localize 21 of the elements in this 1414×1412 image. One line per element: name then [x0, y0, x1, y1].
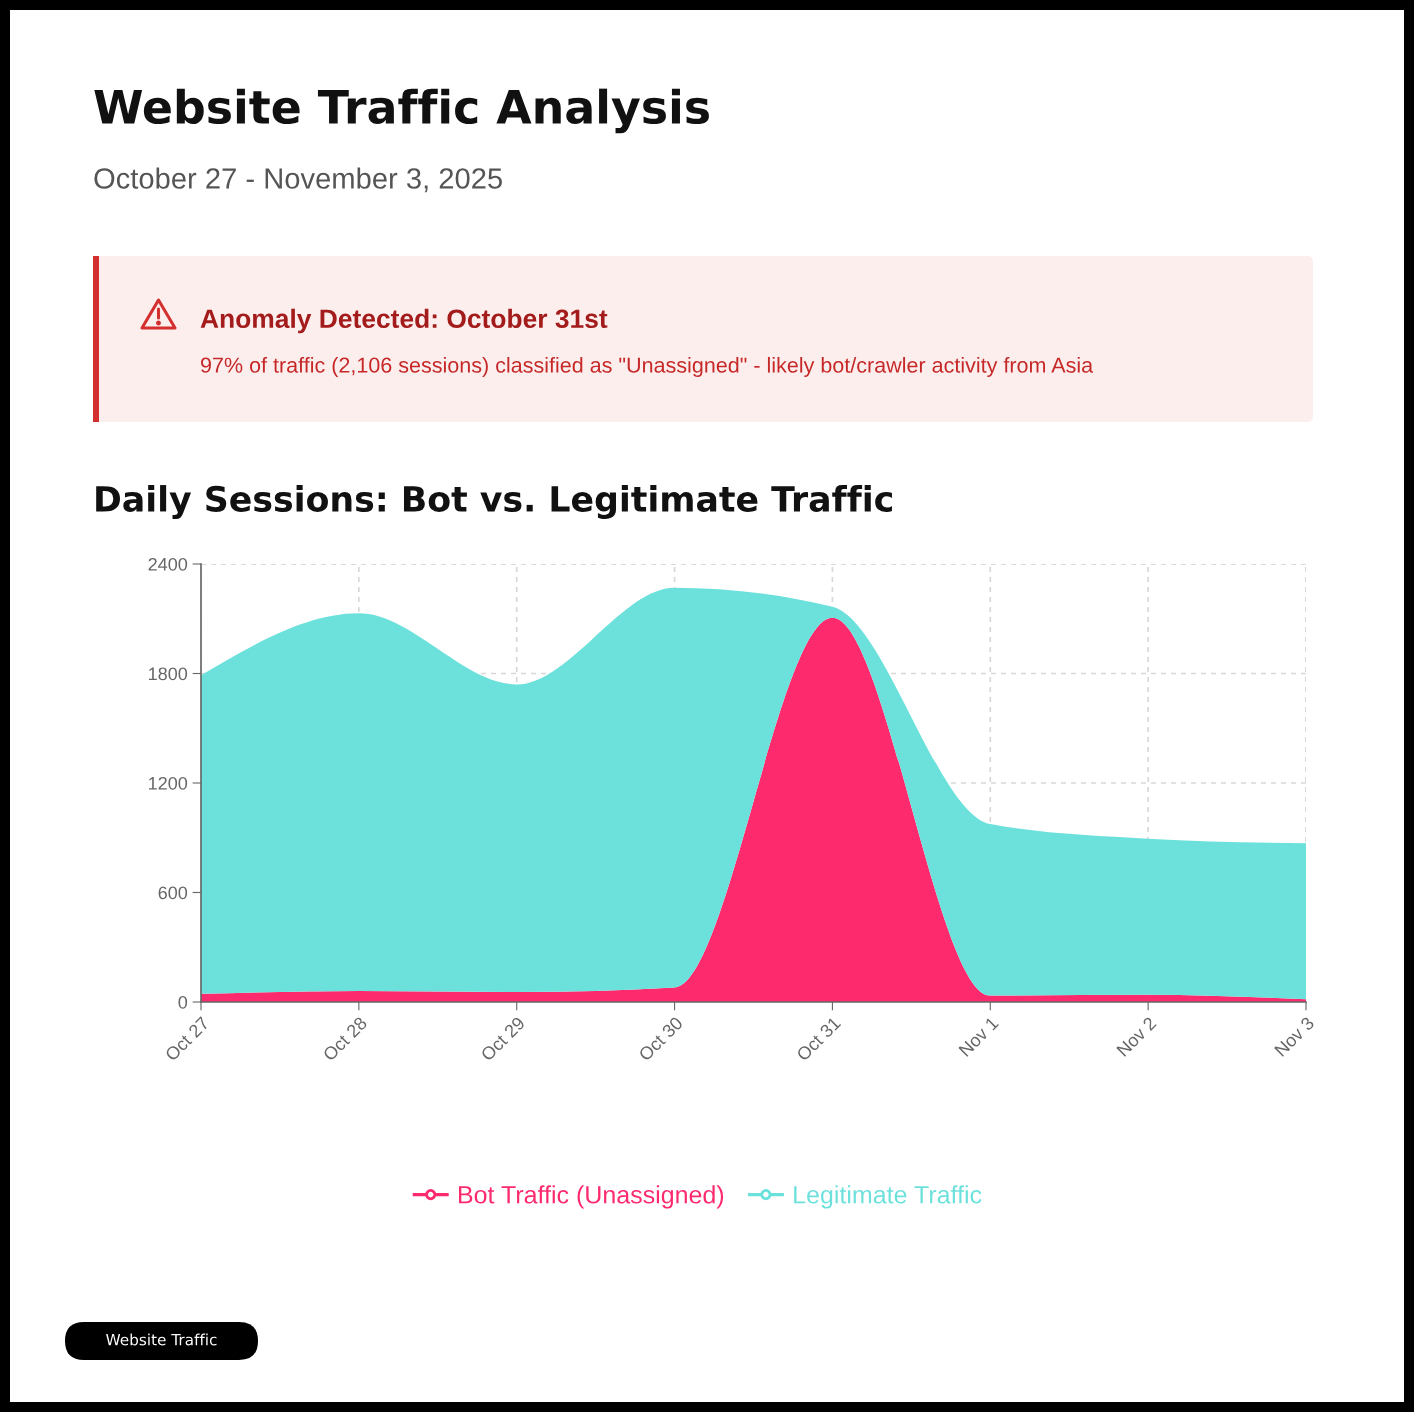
legend-label: Bot Traffic (Unassigned) [458, 1185, 724, 1209]
y-tick-label: 1200 [149, 776, 188, 790]
x-tick-label: Oct 28 [322, 1016, 368, 1062]
y-tick-label: 2400 [148, 557, 188, 571]
chart-subtitle: October 27 - November 3, 2025 [94, 167, 502, 193]
x-tick-label: Oct 30 [637, 1016, 684, 1062]
x-tick-label: Oct 31 [795, 1016, 842, 1062]
y-tick-label: 1800 [149, 667, 188, 681]
text: Daily Sessions: Bot vs. Legitimate Traffic [96, 485, 892, 519]
text: Anomaly Detected: October 31st [200, 308, 608, 334]
x-tick-label: Nov 3 [1274, 1016, 1315, 1057]
x-tick-label: Oct 27 [164, 1016, 210, 1062]
x-tick-label: Oct 29 [480, 1016, 526, 1062]
chart-title: Website Traffic Analysis [94, 88, 709, 134]
y-tick-label: 600 [158, 886, 188, 900]
x-tick-label: Nov 2 [1116, 1016, 1157, 1057]
text: 97% of traffic (2,106 sessions) classified as "Unassigned" - likely bot/crawler activity from Asia [201, 356, 1094, 378]
y-tick-label: 0 [178, 995, 188, 1009]
x-tick-label: Nov 1 [958, 1016, 1000, 1057]
legend-label: Legitimate Traffic [794, 1185, 982, 1209]
text: Website Traffic [106, 1333, 217, 1346]
